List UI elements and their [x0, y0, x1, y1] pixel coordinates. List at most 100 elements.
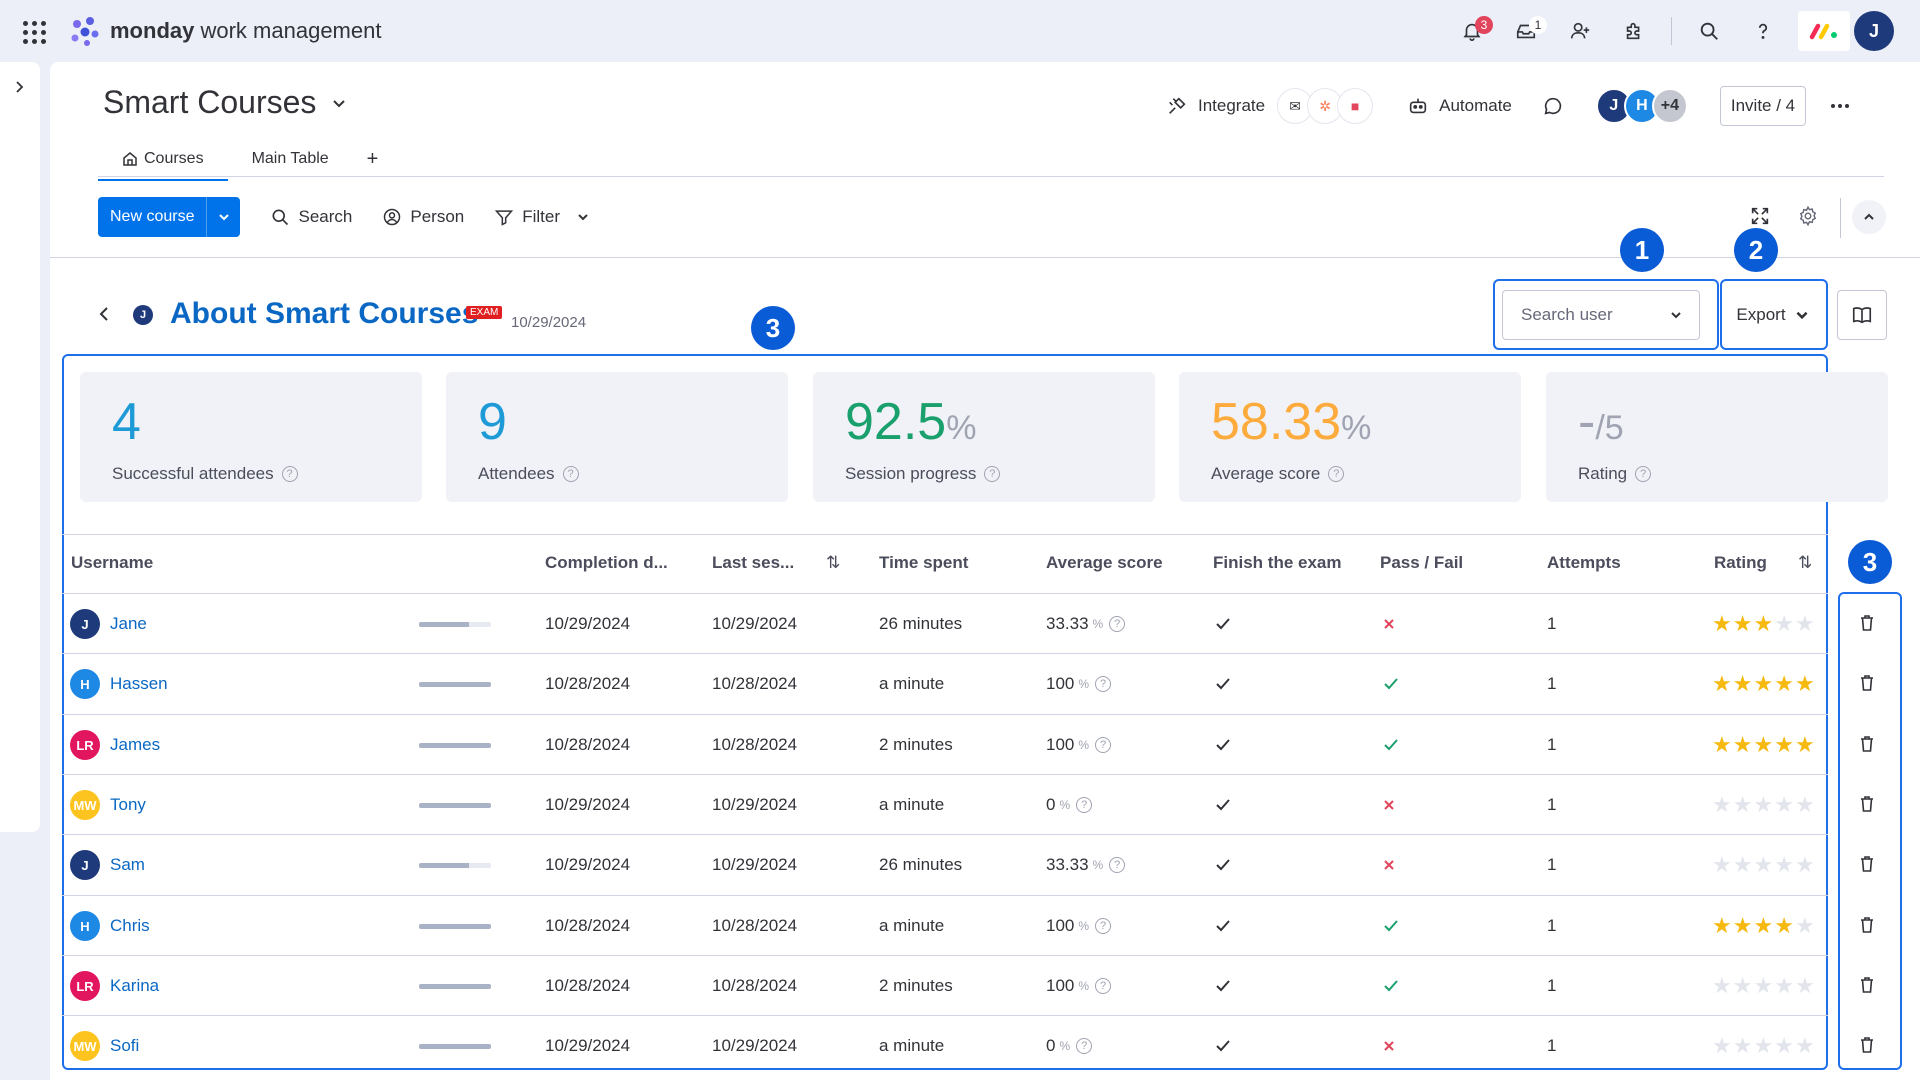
settings-button[interactable] [1792, 200, 1824, 232]
open-book-button[interactable] [1837, 290, 1887, 340]
product-switcher[interactable] [1798, 11, 1850, 51]
fullscreen-button[interactable] [1744, 200, 1776, 232]
invite-members-button[interactable] [1559, 10, 1601, 52]
help-question-icon[interactable]: ? [1095, 676, 1112, 692]
attempts-cell: 1 [1547, 674, 1557, 693]
global-search-button[interactable] [1688, 10, 1730, 52]
help-question-icon[interactable]: ? [1109, 857, 1126, 873]
progress-cell [419, 775, 491, 835]
help-question-icon[interactable]: ? [1095, 737, 1112, 753]
tab-courses[interactable]: Courses [98, 140, 228, 181]
table-row[interactable]: H Hassen 10/28/2024 10/28/2024 a minute 100%?… [62, 653, 1828, 713]
last-session-cell: 10/29/2024 [712, 1036, 798, 1055]
username-cell: LR James [70, 715, 160, 775]
username-link[interactable]: Tony [110, 795, 146, 814]
table-row[interactable]: LR James 10/28/2024 10/28/2024 2 minutes 100%… [62, 714, 1828, 774]
user-avatar[interactable]: J [1854, 11, 1894, 51]
collapse-header-button[interactable] [1852, 200, 1886, 234]
stat-card: 58.33% Average score? [1179, 372, 1521, 502]
pass-fail-cell [1383, 1016, 1395, 1076]
help-button[interactable] [1742, 10, 1784, 52]
filter-button[interactable]: Filter [494, 207, 590, 227]
help-question-icon[interactable]: ? [281, 466, 298, 482]
help-question-icon[interactable]: ? [1095, 918, 1112, 934]
table-row[interactable]: MW Sofi 10/29/2024 10/29/2024 a minute 0%? 1 ★ ★… [62, 1015, 1828, 1075]
help-question-icon[interactable]: ? [1635, 466, 1652, 482]
table-row[interactable]: LR Karina 10/28/2024 10/28/2024 2 minutes 100… [62, 955, 1828, 1015]
integrate-button[interactable]: Integrate ✉ ✲ ■ [1166, 88, 1374, 124]
help-question-icon[interactable]: ? [1076, 797, 1093, 813]
delete-row-button[interactable] [1852, 668, 1882, 698]
check-icon [1384, 678, 1398, 690]
delete-row-button[interactable] [1852, 1030, 1882, 1060]
delete-row-button[interactable] [1852, 910, 1882, 940]
username-cell: J Jane [70, 594, 147, 654]
apps-grid-icon[interactable] [22, 20, 46, 44]
star-icon: ★ [1794, 732, 1815, 757]
score-value: 100 [1046, 674, 1075, 693]
board-members[interactable]: J H +4 [1595, 88, 1688, 124]
help-question-icon[interactable]: ? [1076, 1038, 1093, 1054]
board-view-tabs: Courses Main Table + [98, 140, 392, 181]
username-link[interactable]: Jane [110, 614, 147, 633]
help-question-icon[interactable]: ? [562, 466, 579, 482]
username-link[interactable]: Sam [110, 855, 145, 874]
username-link[interactable]: Sofi [110, 1036, 140, 1055]
callout-number-2: 2 [1734, 228, 1778, 272]
delete-row-button[interactable] [1852, 970, 1882, 1000]
back-button[interactable] [94, 302, 114, 326]
search-user-dropdown[interactable]: Search user [1502, 290, 1700, 340]
sort-icon[interactable]: ⇅ [1798, 553, 1813, 572]
username-cell: H Chris [70, 896, 150, 956]
delete-row-button[interactable] [1852, 729, 1882, 759]
chevron-down-icon[interactable] [330, 94, 348, 112]
table-row[interactable]: MW Tony 10/29/2024 10/29/2024 a minute 0%? 1 ★ ★… [62, 774, 1828, 834]
help-question-icon[interactable]: ? [1328, 466, 1345, 482]
chevron-down-icon[interactable] [576, 210, 590, 224]
completion-date-cell: 10/28/2024 [545, 916, 631, 935]
progress-bar [419, 802, 491, 808]
progress-bar [419, 1043, 491, 1049]
updates-button[interactable] [1542, 95, 1564, 117]
username-link[interactable]: James [110, 735, 161, 754]
table-row[interactable]: J Sam 10/29/2024 10/29/2024 26 minutes 33.33%… [62, 834, 1828, 894]
new-course-dropdown[interactable] [206, 197, 240, 237]
help-question-icon[interactable]: ? [1095, 978, 1112, 994]
more-actions-button[interactable] [1828, 94, 1852, 118]
delete-row-button[interactable] [1852, 608, 1882, 638]
help-question-icon[interactable]: ? [1109, 616, 1126, 632]
person-filter-button[interactable]: Person [382, 207, 464, 227]
new-course-button[interactable]: New course [98, 197, 241, 237]
add-view-button[interactable]: + [366, 147, 379, 170]
table-row[interactable]: J Jane 10/29/2024 10/29/2024 26 minutes 33.33… [62, 593, 1828, 653]
table-row[interactable]: H Chris 10/28/2024 10/28/2024 a minute 100%? 1… [62, 895, 1828, 955]
apps-marketplace-button[interactable] [1613, 10, 1655, 52]
sort-icon[interactable]: ⇅ [826, 553, 841, 572]
expand-sidebar-button[interactable] [8, 76, 30, 98]
inbox-button[interactable]: 1 [1505, 10, 1547, 52]
brand[interactable]: monday work management [68, 14, 381, 48]
expand-icon [1751, 207, 1769, 225]
delete-row-button[interactable] [1852, 789, 1882, 819]
rating-cell: ★ ★ ★ ★ ★ [1712, 835, 1815, 895]
filter-label: Filter [522, 207, 561, 226]
help-question-icon[interactable]: ? [984, 466, 1001, 482]
pass-fail-cell [1383, 896, 1399, 956]
tab-main-table[interactable]: Main Table [228, 140, 353, 178]
notifications-bell[interactable]: 3 [1451, 10, 1493, 52]
username-link[interactable]: Chris [110, 916, 150, 935]
stat-label: Average score [1211, 464, 1321, 483]
progress-bar [419, 742, 491, 748]
username-link[interactable]: Karina [110, 976, 160, 995]
progress-cell [419, 956, 491, 1016]
left-sidebar-collapsed [0, 62, 40, 832]
search-button[interactable]: Search [270, 207, 352, 227]
delete-row-button[interactable] [1852, 849, 1882, 879]
username-link[interactable]: Hassen [110, 674, 168, 693]
automate-button[interactable]: Automate [1407, 95, 1512, 117]
invite-button[interactable]: Invite / 4 [1719, 86, 1807, 126]
export-button[interactable]: Export [1725, 290, 1821, 340]
app-logo-icon: ■ [1337, 88, 1374, 124]
col-header-last-session: Last ses... [712, 553, 795, 572]
average-score-cell: 100%? [1046, 896, 1112, 956]
